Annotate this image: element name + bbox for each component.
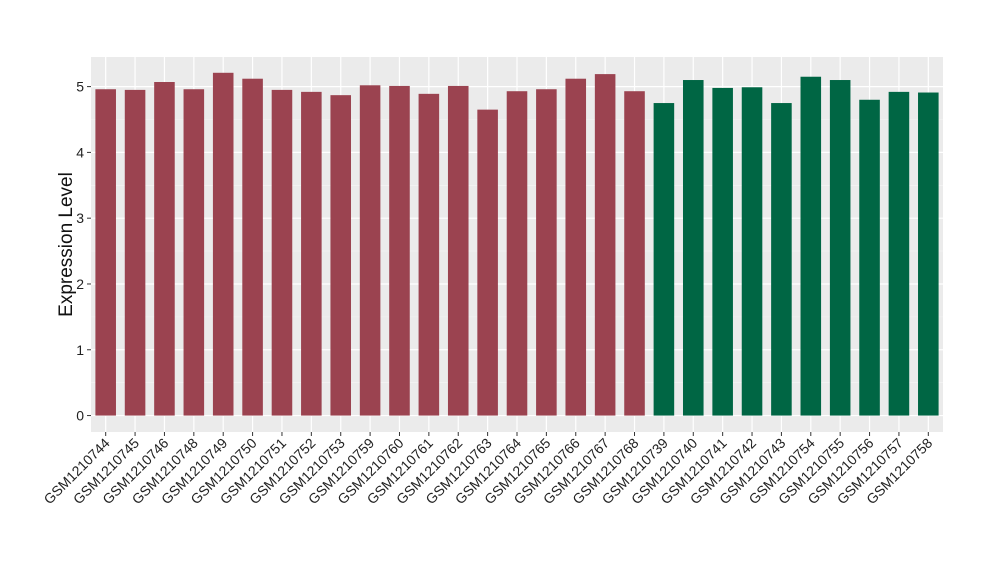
bars — [95, 72, 939, 416]
bar — [565, 78, 587, 416]
bar — [859, 99, 880, 416]
y-tick-label: 1 — [76, 342, 84, 358]
bar — [771, 103, 792, 416]
bar — [594, 74, 616, 416]
bar — [271, 89, 293, 416]
y-tick-label: 2 — [76, 276, 84, 292]
y-axis: 0 1 2 3 4 5 — [76, 79, 91, 424]
bar — [242, 78, 263, 416]
bar — [359, 85, 381, 416]
bar — [624, 91, 645, 416]
bar — [536, 89, 557, 416]
bar — [888, 91, 910, 416]
y-axis-label: Expression Level — [56, 172, 77, 317]
bar — [918, 92, 939, 416]
bar — [712, 87, 733, 416]
bar — [95, 89, 116, 416]
bar — [183, 89, 205, 416]
bar — [212, 72, 234, 416]
x-axis: GSM1210744GSM1210745GSM1210746GSM1210748… — [40, 432, 936, 507]
y-tick-label: 4 — [76, 144, 84, 160]
bar — [477, 109, 498, 416]
bar — [682, 80, 704, 416]
bar — [418, 93, 440, 416]
bar — [800, 76, 822, 416]
bar — [389, 85, 410, 416]
bar — [829, 80, 851, 416]
y-tick-label: 5 — [76, 79, 84, 95]
bar — [154, 82, 175, 416]
y-tick-label: 3 — [76, 210, 84, 226]
y-tick-label: 0 — [76, 408, 84, 424]
bar — [330, 95, 352, 416]
bar — [741, 87, 763, 416]
bar — [506, 91, 528, 416]
bar — [124, 89, 146, 416]
bar — [653, 103, 675, 416]
bar — [301, 91, 322, 416]
bar — [447, 85, 469, 416]
